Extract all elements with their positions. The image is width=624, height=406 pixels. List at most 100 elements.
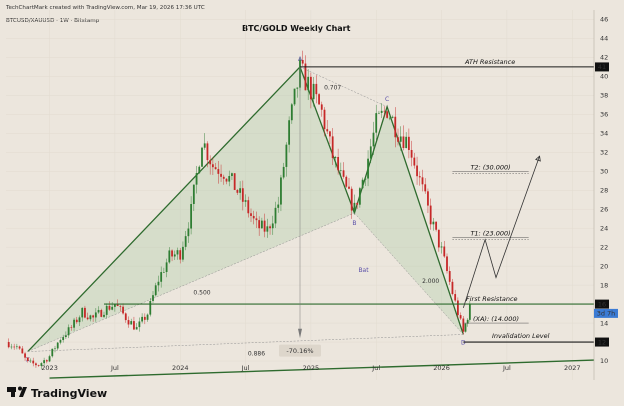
candle-body xyxy=(92,315,95,318)
candle-body xyxy=(331,136,334,159)
tradingview-logo[interactable]: TradingView xyxy=(7,386,107,401)
candle-body xyxy=(29,360,32,362)
candle-body xyxy=(429,205,432,225)
candle-body xyxy=(127,320,130,325)
pattern-point-c: C xyxy=(385,96,389,103)
candle-body xyxy=(173,254,176,257)
x-tick-label: 2026 xyxy=(433,364,450,372)
x-tick-label: 2027 xyxy=(564,364,581,372)
candle-body xyxy=(56,342,59,349)
candle-body xyxy=(443,246,446,257)
candle-body xyxy=(143,316,146,320)
projection-path xyxy=(462,155,540,309)
price-axis[interactable]: 10 12 14 16 18 20 22 24 26 28 30 32 34 36 38 40 42 44 46 41… xyxy=(594,16,618,366)
candle-body xyxy=(329,131,331,137)
candle-body xyxy=(391,116,394,118)
candle-body xyxy=(342,170,345,177)
candle-body xyxy=(388,117,391,119)
candle-body xyxy=(37,365,40,366)
candle-body xyxy=(201,147,203,167)
price-badge-label: 12 xyxy=(598,338,606,346)
candle-body xyxy=(421,177,424,185)
ratio-label: 0.500 xyxy=(193,290,210,297)
candle-body xyxy=(394,116,397,138)
x-tick-label: Jul xyxy=(241,364,250,372)
x-tick-label: 2023 xyxy=(41,364,58,372)
candle-body xyxy=(10,346,13,348)
candle-body xyxy=(54,348,56,350)
candle-body xyxy=(124,313,127,321)
candle-body xyxy=(380,110,383,113)
candle-body xyxy=(24,353,26,358)
time-axis[interactable]: 2023 Jul 2024 Jul 2025 Jul 2026 Jul 2027 xyxy=(41,364,580,372)
candle-body xyxy=(468,304,471,320)
candle-body xyxy=(241,188,244,202)
candle-body xyxy=(274,207,277,224)
candle-body xyxy=(179,250,182,260)
x-tick-label: Jul xyxy=(502,364,511,372)
candle-body xyxy=(231,173,233,177)
candle-body xyxy=(130,321,133,325)
candle-body xyxy=(138,321,141,328)
invalidation-label: Invalidation Level xyxy=(492,332,550,340)
x-tick-label: 2025 xyxy=(303,364,320,372)
candle-body xyxy=(75,319,78,323)
pattern-fill-bcd xyxy=(354,106,464,335)
candle-body xyxy=(113,304,116,307)
candle-body xyxy=(250,213,252,216)
candle-body xyxy=(397,137,399,142)
candle-body xyxy=(413,157,416,166)
candle-body xyxy=(345,176,348,187)
candle-body xyxy=(62,337,65,341)
candle-body xyxy=(187,228,190,237)
candle-body xyxy=(152,295,154,301)
x-tick-label: Jul xyxy=(371,364,380,372)
candle-body xyxy=(293,88,296,105)
y-tick-label: 26 xyxy=(600,205,608,213)
candle-body xyxy=(252,215,255,219)
candle-body xyxy=(407,136,410,150)
first-resistance-label: First Resistance xyxy=(466,295,518,303)
current-price-countdown: 3d 7h xyxy=(597,309,616,317)
candle-body xyxy=(399,136,402,142)
candle-body xyxy=(40,363,43,366)
candle-body xyxy=(448,271,451,282)
candle-body xyxy=(285,144,288,167)
candle-body xyxy=(418,176,421,178)
drawdown-badge xyxy=(279,344,321,357)
candle-body xyxy=(260,220,263,229)
candle-body xyxy=(271,223,274,229)
candle-body xyxy=(182,246,184,260)
candle-body xyxy=(315,83,318,95)
candle-body xyxy=(464,323,467,332)
candle-body xyxy=(356,202,359,205)
pattern-point-d: D xyxy=(461,339,466,346)
current-price-badge[interactable] xyxy=(594,308,618,318)
candle-body xyxy=(290,104,293,121)
price-badge[interactable] xyxy=(595,299,609,309)
price-badge-label: 16 xyxy=(598,300,606,308)
projection-arrow-icon xyxy=(535,155,541,162)
candle-body xyxy=(334,156,337,159)
candle-body xyxy=(198,166,201,174)
candle-body xyxy=(81,307,84,318)
candle-body xyxy=(222,176,225,179)
price-badge[interactable] xyxy=(595,62,609,72)
candle-body xyxy=(372,132,375,147)
candle-body xyxy=(168,250,171,263)
logo-mark-dot-icon xyxy=(18,386,22,391)
candle-body xyxy=(184,236,187,247)
candle-body xyxy=(320,104,323,110)
candle-body xyxy=(369,146,372,159)
y-tick-label: 20 xyxy=(600,262,608,270)
candle-body xyxy=(247,200,250,214)
price-badge[interactable] xyxy=(595,337,609,347)
candle-body xyxy=(456,300,459,316)
pattern-point-b: B xyxy=(352,220,356,227)
candle-body xyxy=(105,305,108,315)
candle-body xyxy=(141,316,144,322)
candle-body xyxy=(70,327,73,328)
candle-body xyxy=(162,272,165,273)
candle-body xyxy=(45,360,48,362)
